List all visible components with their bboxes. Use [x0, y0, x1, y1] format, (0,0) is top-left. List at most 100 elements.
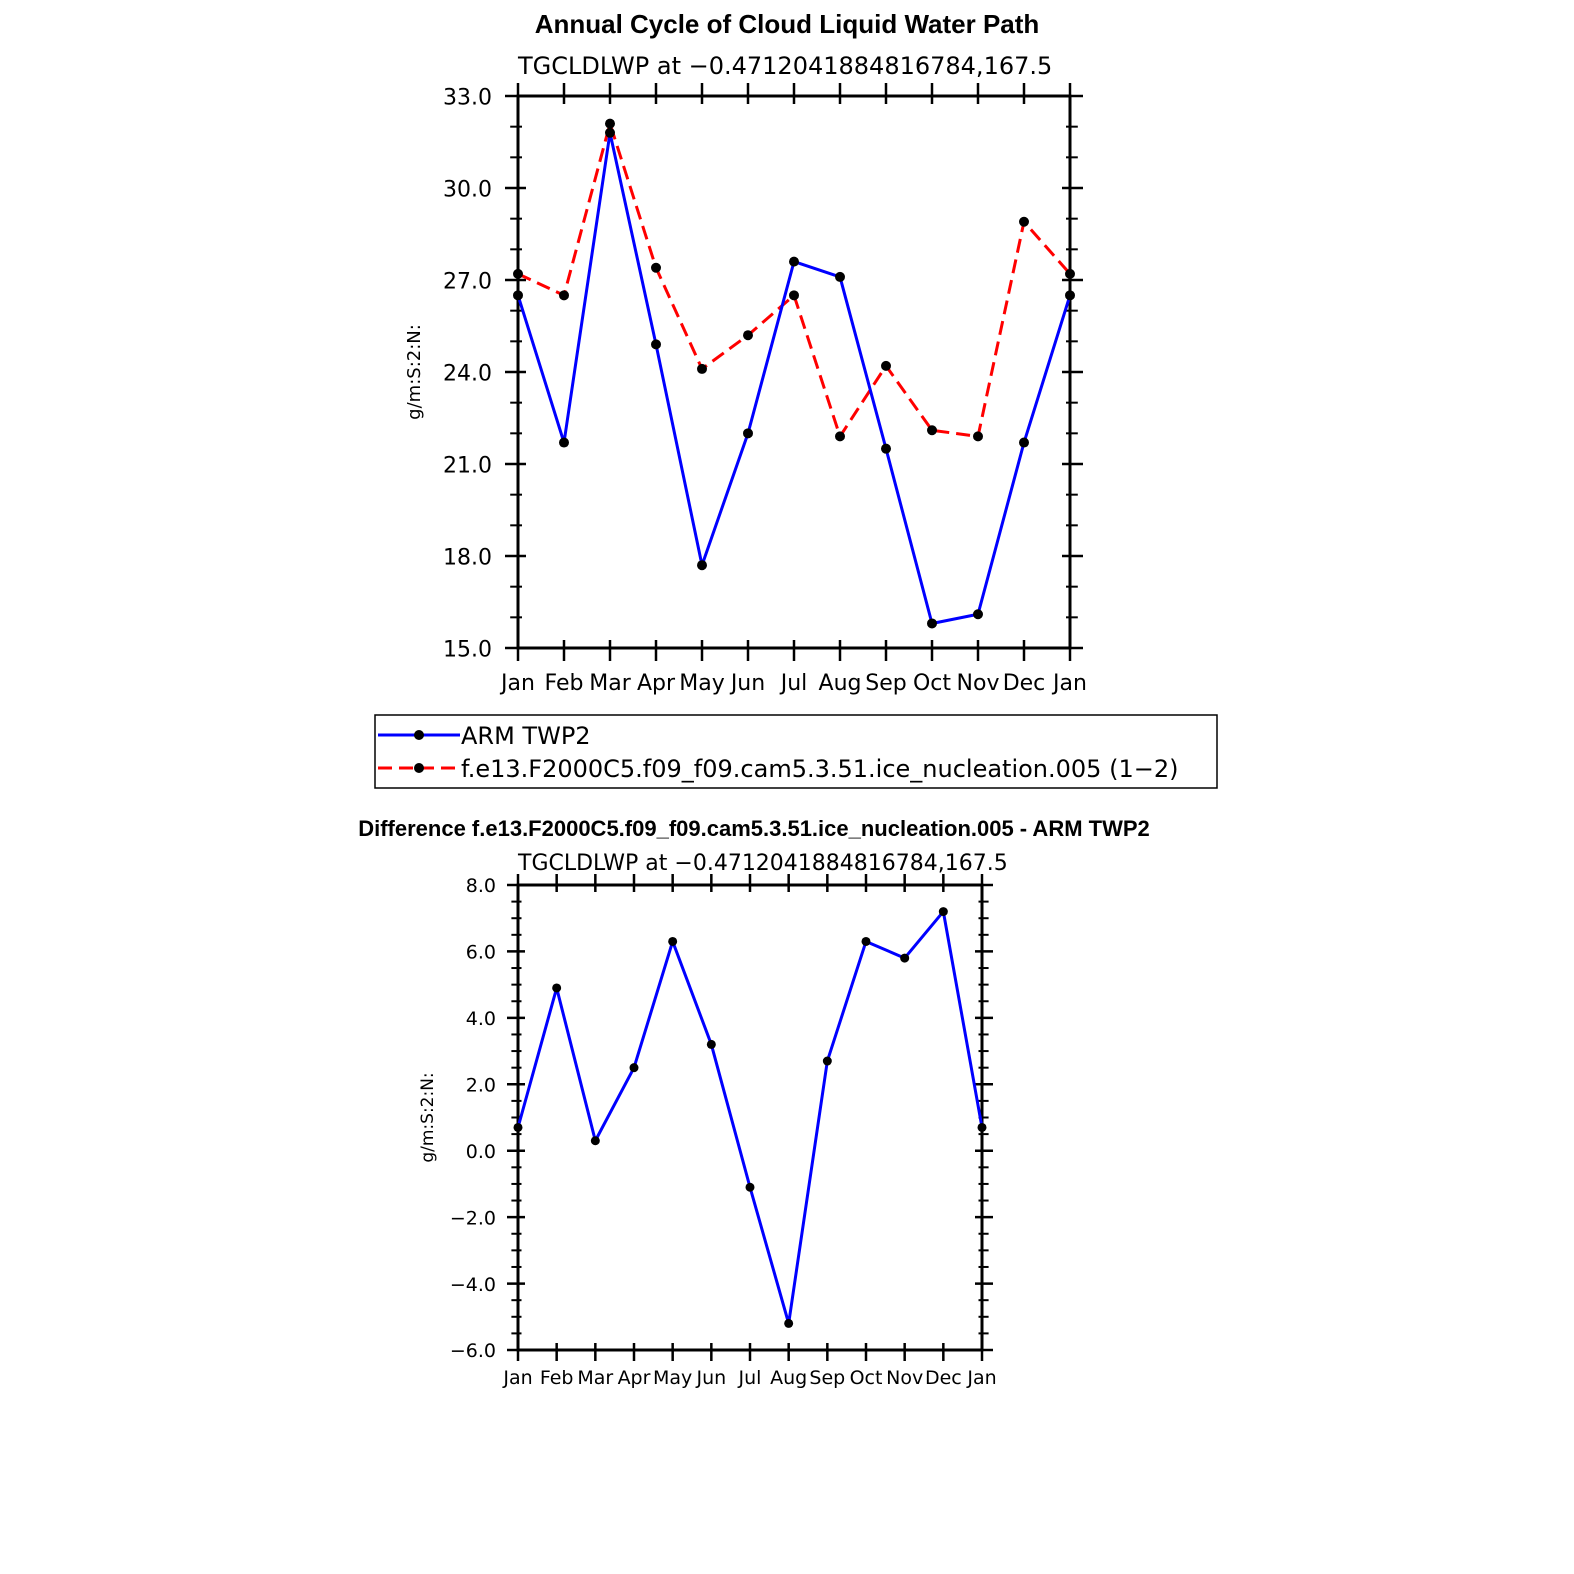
diff-x-tick-label: Jul: [738, 1367, 762, 1389]
main-y-tick-label: 18.0: [443, 545, 492, 570]
main-y-tick-label: 21.0: [443, 453, 492, 478]
diff-x-tick-label: Feb: [540, 1367, 574, 1389]
main-series-1-point: [973, 431, 983, 442]
diff-series-0-line: [516, 910, 984, 1325]
main-series-0-point: [697, 560, 707, 571]
main-chart-plot: Jan Feb Mar Apr May Jun Jul Aug Sep Oct Nov Dec Jan1…: [404, 83, 1087, 696]
main-x-tick-label: Apr: [637, 671, 676, 696]
legend-item-arm: ARM TWP2: [378, 722, 591, 750]
main-y-tick-label: 33.0: [443, 85, 492, 110]
diff-series-0-point: [668, 936, 678, 946]
main-chart-title: Annual Cycle of Cloud Liquid Water Path: [535, 9, 1040, 39]
main-x-tick-label: Sep: [865, 671, 906, 696]
diff-x-tick-label: Jan: [502, 1367, 532, 1389]
diff-series-0-point: [552, 983, 562, 993]
difference-chart-subtitle: TGCLDLWP at −0.4712041884816784,167.5: [517, 851, 1008, 876]
diff-x-tick-label: Nov: [886, 1367, 923, 1389]
main-chart-subtitle: TGCLDLWP at −0.4712041884816784,167.5: [517, 52, 1052, 80]
main-x-tick-label: Mar: [589, 671, 631, 696]
diff-series-0-point: [822, 1056, 832, 1066]
main-series-1-point: [881, 360, 891, 371]
main-x-tick-label: Dec: [1003, 671, 1046, 696]
main-series-1-point: [605, 118, 615, 129]
main-series-0-point: [513, 290, 523, 301]
main-series-1-point: [1065, 268, 1075, 279]
main-series-1-point: [513, 268, 523, 279]
legend-label-arm: ARM TWP2: [461, 722, 591, 750]
difference-chart-plot: Jan Feb Mar Apr May Jun Jul Aug Sep Oct Nov Dec Jan−…: [418, 874, 997, 1389]
main-x-tick-label: Jun: [729, 671, 765, 696]
diff-series-0-point: [513, 1122, 523, 1132]
main-series-0-point: [1065, 290, 1075, 301]
main-series-1-point: [835, 431, 845, 442]
diff-series-0-point: [629, 1063, 639, 1073]
main-x-tick-label: Nov: [957, 671, 1000, 696]
diff-series-0-point: [938, 907, 948, 917]
diff-y-tick-label: −4.0: [450, 1274, 496, 1296]
main-x-tick-label: Aug: [819, 671, 862, 696]
main-series-0-point: [743, 428, 753, 439]
main-series-1-point: [697, 363, 707, 374]
main-series-0-point: [651, 339, 661, 350]
main-series-0-point: [789, 256, 799, 267]
diff-x-tick-label: Jan: [966, 1367, 996, 1389]
main-y-tick-label: 30.0: [443, 177, 492, 202]
diff-x-tick-label: Oct: [850, 1367, 883, 1389]
diff-x-tick-label: Apr: [618, 1367, 651, 1389]
main-series-0-point: [1019, 437, 1029, 448]
main-series-1-point: [651, 262, 661, 273]
legend-swatch-marker-model: [414, 763, 424, 773]
diff-plot-frame: [516, 883, 984, 1352]
main-series-1-point: [1019, 216, 1029, 227]
diff-series-0-point: [900, 953, 910, 963]
legend: ARM TWP2 f.e13.F2000C5.f09_f09.cam5.3.51…: [374, 714, 1218, 789]
main-x-tick-label: May: [679, 671, 724, 696]
main-series-0-line: [516, 131, 1072, 625]
diff-y-tick-label: 4.0: [466, 1008, 496, 1030]
diff-series-0-point: [977, 1122, 987, 1132]
main-x-tick-label: Jul: [779, 671, 808, 696]
main-y-tick-label: 24.0: [443, 361, 492, 386]
legend-frame: [374, 714, 1218, 789]
main-y-tick-label: 15.0: [443, 637, 492, 662]
main-y-tick-label: 27.0: [443, 269, 492, 294]
diff-y-tick-label: 0.0: [466, 1141, 496, 1163]
diff-series-0-point: [861, 936, 871, 946]
main-series-0-point: [835, 271, 845, 282]
main-series-1-point: [789, 290, 799, 301]
diff-y-tick-label: 2.0: [466, 1075, 496, 1097]
main-x-tick-label: Oct: [913, 671, 951, 696]
main-x-tick-label: Jan: [1051, 671, 1087, 696]
diff-series-0-point: [784, 1318, 794, 1328]
legend-item-model: f.e13.F2000C5.f09_f09.cam5.3.51.ice_nucl…: [378, 755, 1178, 783]
diff-x-tick-label: May: [653, 1367, 692, 1389]
main-series-1-point: [743, 330, 753, 341]
difference-chart-title: Difference f.e13.F2000C5.f09_f09.cam5.3.…: [358, 816, 1150, 841]
diff-y-axis-label: g/m:S:2:N:: [418, 1072, 438, 1162]
main-y-axis-label: g/m:S:2:N:: [404, 324, 425, 420]
legend-swatch-marker-arm: [414, 730, 424, 740]
legend-label-model: f.e13.F2000C5.f09_f09.cam5.3.51.ice_nucl…: [461, 755, 1178, 783]
diff-series-0-point: [745, 1182, 755, 1192]
diff-y-tick-label: −2.0: [450, 1207, 496, 1229]
main-series-1-point: [559, 290, 569, 301]
main-series-0-point: [559, 437, 569, 448]
diff-series-0-point: [706, 1039, 716, 1049]
diff-y-tick-label: 8.0: [466, 875, 496, 897]
diff-y-tick-label: 6.0: [466, 942, 496, 964]
main-series-0-point: [605, 127, 615, 138]
diff-x-tick-label: Sep: [809, 1367, 845, 1389]
main-x-tick-label: Jan: [499, 671, 535, 696]
diff-y-tick-label: −6.0: [450, 1340, 496, 1362]
main-x-tick-label: Feb: [545, 671, 584, 696]
main-series-0-point: [881, 443, 891, 454]
main-series-0-point: [927, 618, 937, 629]
main-plot-frame: [516, 94, 1072, 650]
diff-x-tick-label: Jun: [695, 1367, 726, 1389]
main-series-0-point: [973, 609, 983, 620]
main-series-1-point: [927, 425, 937, 436]
diff-series-0-point: [590, 1136, 600, 1146]
diff-x-tick-label: Aug: [770, 1367, 807, 1389]
diff-x-tick-label: Mar: [577, 1367, 613, 1389]
